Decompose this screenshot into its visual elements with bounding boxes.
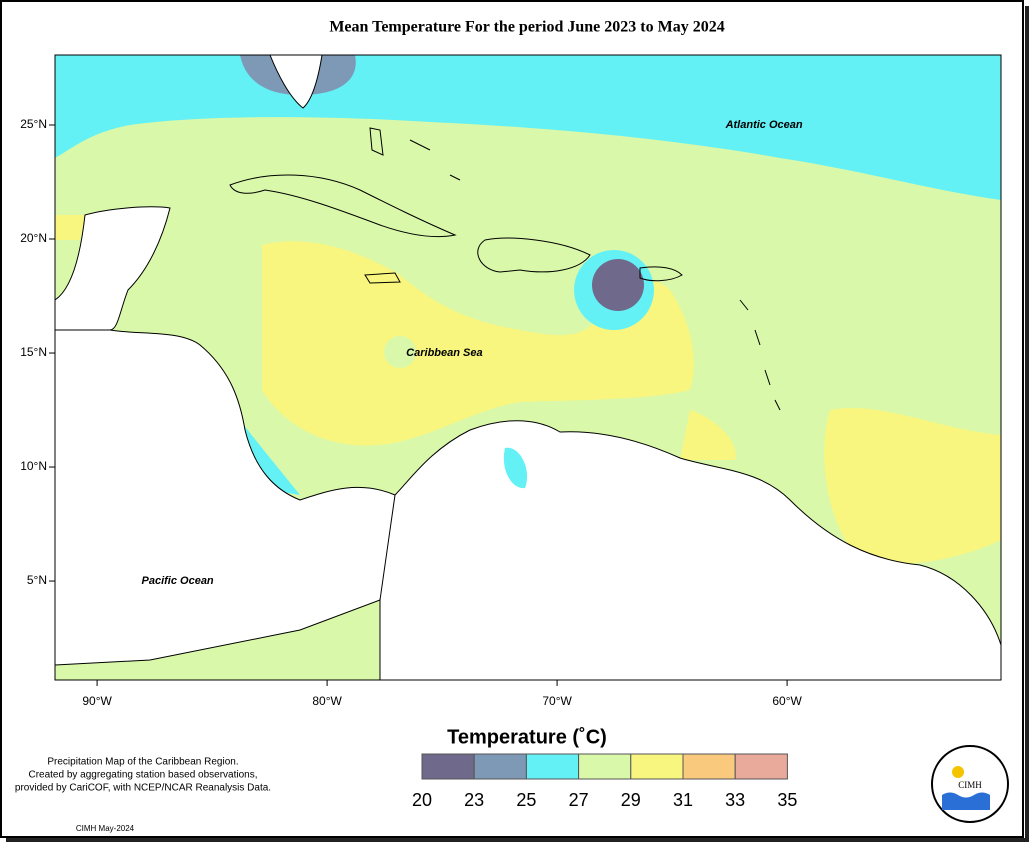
note: Precipitation Map of the Caribbean Regio…: [47, 757, 238, 768]
legend-tick-label: 23: [464, 790, 484, 810]
legend-tick-label: 35: [777, 790, 797, 810]
plot-border: [54, 54, 1002, 681]
y-tick-label: 10°N: [20, 459, 47, 473]
note: Created by aggregating station based obs…: [28, 770, 257, 781]
note: provided by CariCOF, with NCEP/NCAR Rean…: [15, 783, 271, 794]
title: Mean Temperature For the period June 202…: [329, 19, 724, 36]
y-tick-label: 5°N: [27, 573, 47, 587]
place-label: Caribbean Sea: [406, 347, 482, 359]
legend-tick-label: 27: [569, 790, 589, 810]
place-label: Atlantic Ocean: [725, 119, 803, 131]
frame-shadow: [6, 838, 1029, 842]
place-label: Pacific Ocean: [142, 575, 214, 587]
x-tick-label: 90°W: [82, 694, 112, 708]
legend-swatch: [682, 753, 736, 780]
legend-swatch: [578, 753, 632, 780]
y-tick-label: 25°N: [20, 117, 47, 131]
legend-swatch: [473, 753, 527, 780]
legend-tick-label: 31: [673, 790, 693, 810]
logo-sun: [952, 766, 964, 778]
legend-tick-label: 29: [621, 790, 641, 810]
logo-text: CIMH: [958, 780, 982, 790]
legend-swatch: [525, 753, 580, 780]
x-tick-label: 70°W: [542, 694, 572, 708]
legend-swatch: [630, 753, 684, 780]
x-tick-label: 80°W: [312, 694, 342, 708]
legend-tick-label: 20: [412, 790, 432, 810]
legend-title: Temperature (˚C): [447, 725, 607, 748]
x-tick-label: 60°W: [772, 694, 802, 708]
logo-water: [942, 792, 990, 810]
y-tick-label: 20°N: [20, 231, 47, 245]
legend-swatch: [734, 753, 788, 780]
logo: CIMH: [931, 745, 1009, 823]
map-field: [55, 55, 1001, 680]
credit: CIMH May-2024: [76, 824, 135, 833]
legend-tick-label: 25: [516, 790, 536, 810]
frame-shadow: [1025, 6, 1029, 842]
y-tick-label: 15°N: [20, 345, 47, 359]
legend-swatch: [421, 753, 475, 780]
legend-tick-label: 33: [725, 790, 745, 810]
